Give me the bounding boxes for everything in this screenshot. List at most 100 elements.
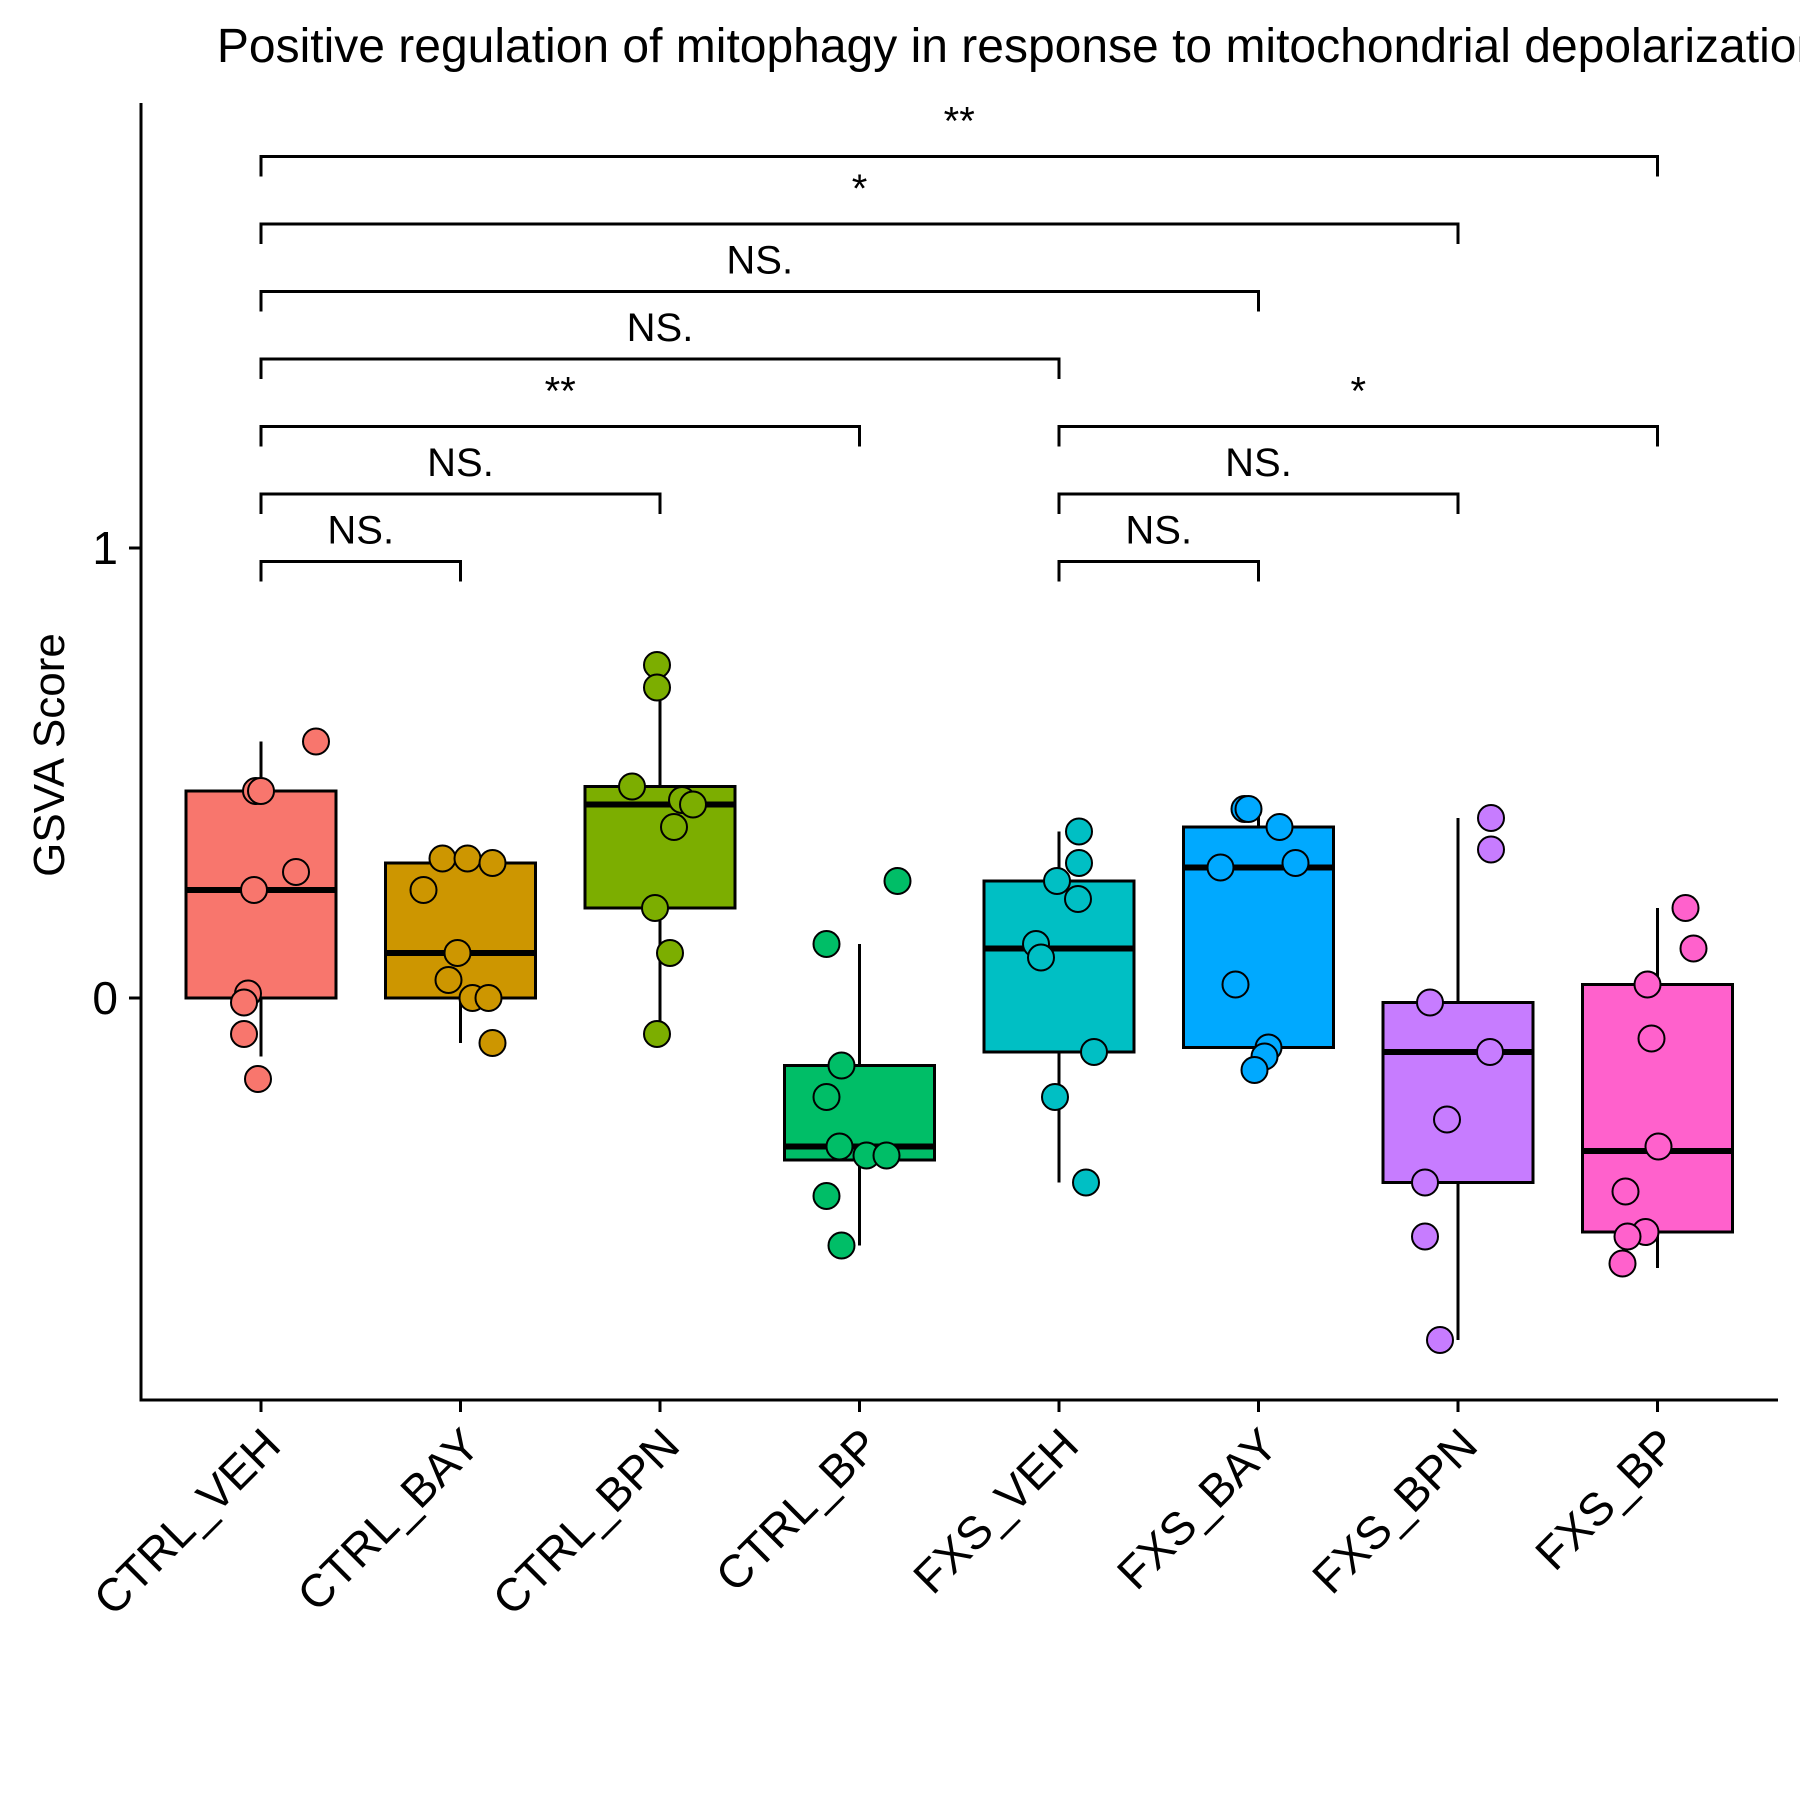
data-point — [1416, 988, 1444, 1017]
significance-label: NS. — [1125, 509, 1192, 553]
data-point — [1644, 1132, 1673, 1161]
data-point — [1234, 795, 1263, 823]
x-tick-label: FXS_VEH — [903, 1418, 1088, 1603]
data-point — [1426, 1326, 1454, 1354]
significance-label: NS. — [427, 441, 494, 485]
data-point — [409, 876, 438, 904]
data-point — [1265, 813, 1294, 841]
data-point — [1027, 943, 1055, 972]
significance-label: ** — [545, 370, 576, 414]
data-point — [1633, 970, 1662, 999]
data-point — [244, 1065, 272, 1093]
significance-label: NS. — [627, 306, 694, 350]
data-point — [478, 1029, 507, 1057]
data-point — [240, 876, 268, 904]
data-point — [618, 772, 646, 801]
significance-bracket — [1057, 560, 1260, 582]
data-point — [1611, 1177, 1640, 1206]
data-point — [1671, 894, 1700, 922]
data-point — [1041, 1083, 1069, 1111]
data-point — [827, 1051, 856, 1080]
box — [1581, 983, 1734, 1234]
data-point — [643, 673, 671, 702]
data-point — [1476, 1038, 1504, 1066]
data-point — [1477, 804, 1505, 832]
significance-bracket — [259, 290, 1260, 312]
data-point — [812, 1182, 841, 1210]
y-tick-label: 0 — [92, 972, 118, 1024]
significance-label: NS. — [1225, 441, 1292, 485]
data-point — [247, 777, 275, 805]
data-point — [1411, 1222, 1439, 1251]
x-tick-label: CTRL_VEH — [83, 1418, 290, 1625]
data-point — [434, 966, 463, 994]
data-point — [1281, 849, 1310, 877]
box — [1182, 825, 1335, 1049]
data-point — [812, 930, 841, 958]
data-point — [1433, 1105, 1461, 1134]
data-point — [1608, 1249, 1637, 1278]
significance-label: NS. — [327, 509, 394, 553]
x-tick-label: FXS_BP — [1525, 1418, 1687, 1580]
x-tick-label: CTRL_BP — [705, 1418, 888, 1601]
data-point — [443, 939, 472, 967]
data-point — [282, 858, 310, 886]
chart-title: Positive regulation of mitophagy in resp… — [217, 20, 1800, 73]
data-point — [230, 988, 258, 1017]
data-point — [1613, 1222, 1642, 1251]
box — [982, 879, 1136, 1054]
y-ticks: 01 — [92, 522, 141, 1024]
data-point — [1064, 885, 1092, 913]
significance-label: NS. — [726, 239, 793, 283]
data-point — [825, 1132, 854, 1161]
data-points — [230, 651, 1708, 1354]
y-axis-label: GSVA Score — [25, 633, 74, 877]
significance-bracket — [259, 155, 1659, 177]
x-tick-label: CTRL_BAY — [287, 1418, 489, 1620]
boxplots — [184, 665, 1734, 1340]
significance-bracket — [259, 425, 861, 447]
data-point — [453, 844, 482, 873]
x-tick-label: FXS_BPN — [1302, 1418, 1487, 1603]
data-point — [1411, 1168, 1439, 1197]
data-point — [1080, 1038, 1108, 1066]
data-point — [1065, 817, 1093, 846]
data-point — [679, 790, 707, 819]
data-point — [1072, 1168, 1100, 1197]
significance-bracket — [259, 357, 1061, 379]
significance-bracket — [1057, 425, 1659, 447]
data-point — [1221, 970, 1250, 999]
data-point — [1637, 1024, 1666, 1053]
significance-brackets: NS.NS.**NS.NS.***NS.NS.* — [259, 100, 1659, 582]
y-tick-label: 1 — [92, 522, 118, 574]
data-point — [643, 1020, 671, 1048]
data-point — [1065, 849, 1093, 877]
significance-bracket — [259, 492, 662, 514]
data-point — [827, 1231, 856, 1260]
significance-label: * — [852, 167, 868, 211]
x-tick-label: FXS_BAY — [1107, 1418, 1288, 1599]
data-point — [474, 984, 503, 1012]
significance-bracket — [259, 222, 1460, 244]
box — [1381, 1001, 1535, 1184]
data-point — [1679, 934, 1708, 963]
x-tick-label: CTRL_BPN — [482, 1418, 689, 1625]
significance-bracket — [1057, 492, 1460, 514]
data-point — [428, 844, 457, 873]
data-point — [478, 849, 507, 877]
data-point — [230, 1020, 258, 1048]
data-point — [302, 727, 330, 756]
significance-bracket — [259, 560, 462, 582]
data-point — [1240, 1056, 1269, 1084]
significance-label: ** — [944, 100, 975, 144]
data-point — [1477, 835, 1505, 864]
data-point — [883, 867, 912, 895]
data-point — [656, 939, 684, 967]
data-point — [1043, 867, 1071, 895]
data-point — [812, 1083, 841, 1111]
significance-label: * — [1350, 370, 1366, 414]
data-point — [660, 813, 688, 841]
data-point — [872, 1141, 901, 1170]
